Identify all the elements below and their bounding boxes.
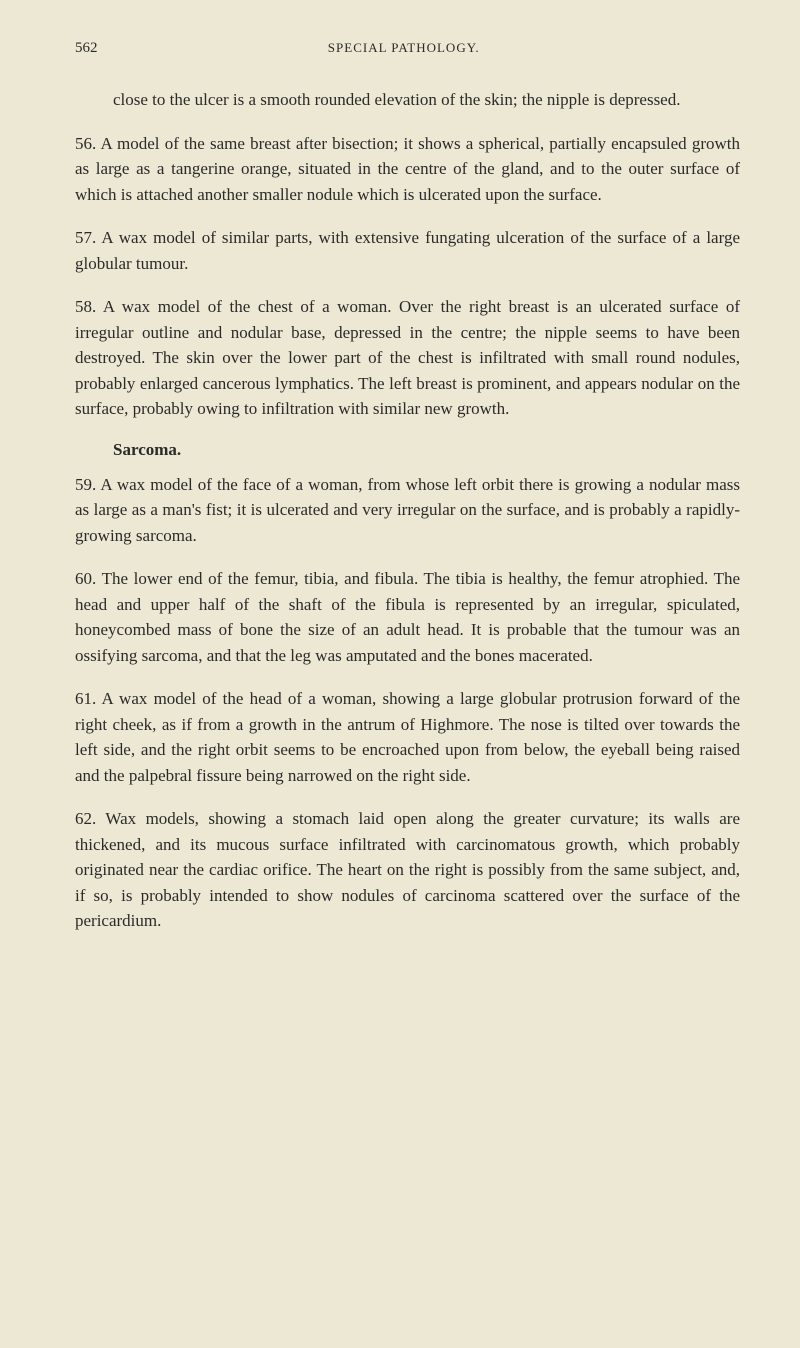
- intro-paragraph: close to the ulcer is a smooth rounded e…: [75, 87, 740, 113]
- page-number: 562: [75, 40, 98, 57]
- sarcoma-heading: Sarcoma.: [113, 440, 740, 460]
- entry-61: 61. A wax model of the head of a woman, …: [75, 686, 740, 788]
- entry-56: 56. A model of the same breast after bis…: [75, 131, 740, 208]
- entry-59: 59. A wax model of the face of a woman, …: [75, 472, 740, 549]
- entry-62: 62. Wax models, showing a stomach laid o…: [75, 806, 740, 934]
- entry-57: 57. A wax model of similar parts, with e…: [75, 225, 740, 276]
- page-header: 562 SPECIAL PATHOLOGY.: [75, 40, 740, 57]
- running-title: SPECIAL PATHOLOGY.: [328, 40, 480, 57]
- header-spacer: [710, 40, 740, 57]
- entry-58: 58. A wax model of the chest of a woman.…: [75, 294, 740, 422]
- entry-60: 60. The lower end of the femur, tibia, a…: [75, 566, 740, 668]
